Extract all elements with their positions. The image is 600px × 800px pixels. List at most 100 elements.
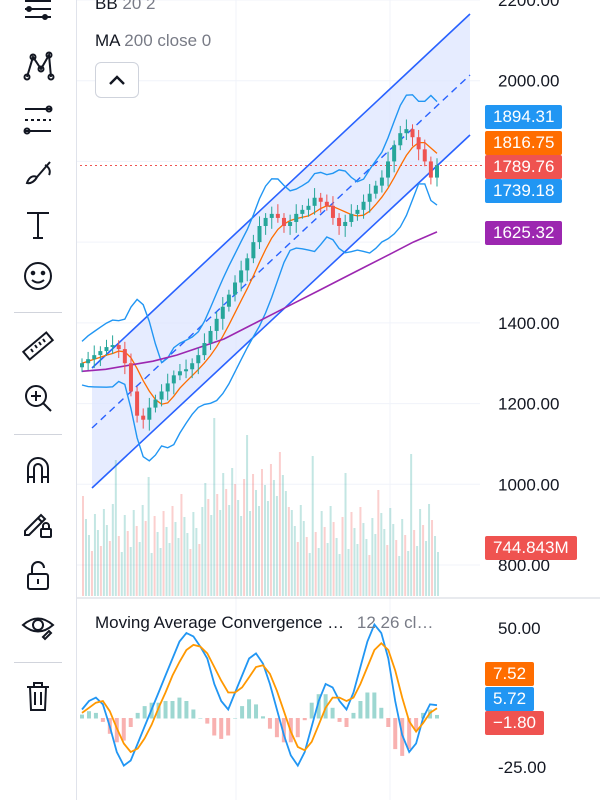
macd-histogram-bar (407, 718, 412, 750)
hide-drawings-button[interactable] (14, 606, 62, 646)
candle (288, 221, 293, 226)
candle (239, 270, 244, 283)
volume-bar (189, 549, 192, 596)
macd-histogram-bar (344, 718, 349, 727)
zoom-in-tool-button[interactable] (14, 378, 62, 418)
volume-bar (111, 504, 114, 596)
volume-bar (263, 485, 266, 596)
volume-bar (228, 505, 231, 596)
magnet-icon (27, 457, 49, 483)
macd-histogram-bar (309, 702, 314, 719)
ruler-tool-button[interactable] (14, 326, 62, 366)
candle (386, 161, 391, 178)
candle (318, 197, 323, 202)
bb-upper-band (81, 94, 438, 364)
macd-histogram-bar (254, 704, 259, 719)
lock-drawings-button[interactable] (14, 502, 62, 542)
macd-histogram-bar (302, 718, 307, 721)
macd-legend[interactable]: Moving Average Convergence … 12 26 cl… (95, 613, 433, 633)
volume-bar (422, 525, 425, 596)
price-axis-label: 1200.00 (498, 395, 559, 414)
fib-tool-button[interactable] (14, 100, 62, 140)
candle (373, 185, 378, 194)
macd-histogram-bar (386, 718, 391, 727)
candle (92, 355, 97, 360)
chevron-up-icon (109, 75, 125, 85)
volume-bar (416, 546, 419, 596)
brush-tool-button[interactable] (14, 152, 62, 192)
volume-bar (398, 556, 401, 596)
unlock-icon (27, 561, 49, 590)
bb-params: 20 2 (122, 0, 156, 13)
macd-histogram-bar (330, 707, 335, 719)
volume-bar (356, 544, 359, 596)
price-axis-label: 800.00 (498, 556, 550, 575)
volume-tag: 744.843M (485, 536, 577, 560)
emoji-tool-button[interactable] (14, 256, 62, 296)
volume-bar (162, 511, 165, 596)
volume-bar (132, 510, 135, 596)
magnet-tool-button[interactable] (14, 450, 62, 490)
candle (428, 161, 433, 178)
macd-histogram-bar (163, 701, 168, 719)
candle (349, 213, 354, 222)
histogram-value-tag: −1.80 (485, 711, 545, 735)
remove-drawings-button[interactable] (14, 676, 62, 716)
toolbar-divider (14, 434, 62, 435)
candle (269, 213, 274, 218)
volume-bar (114, 460, 117, 596)
candle (392, 145, 397, 162)
volume-bar (317, 548, 320, 596)
price-axis-label: 2000.00 (498, 72, 559, 91)
volume-bar (96, 530, 99, 596)
volume-bar (225, 489, 228, 596)
macd-histogram-bar (233, 718, 238, 719)
volume-bar (105, 525, 108, 596)
macd-histogram-bar (177, 697, 182, 719)
candle (245, 258, 250, 271)
candle (398, 133, 403, 146)
macd-histogram-bar (219, 718, 224, 739)
unlock-button[interactable] (14, 556, 62, 596)
macd-line (81, 622, 438, 768)
candle (208, 330, 213, 344)
last-price-tag: 1789.76 (485, 155, 563, 179)
drawing-toolbar (0, 0, 77, 800)
bb-legend[interactable]: BB 20 2 (95, 0, 156, 14)
volume-bar (177, 538, 180, 596)
channel-upper-line (91, 13, 471, 369)
volume-bar (249, 511, 252, 596)
brush-icon (25, 161, 51, 185)
volume-bar (302, 521, 305, 596)
volume-bar (437, 552, 439, 596)
volume-bar (201, 507, 204, 596)
candle (281, 217, 286, 226)
volume-bar (386, 545, 389, 596)
volume-bar (413, 530, 416, 596)
volume-bar (383, 529, 386, 596)
volume-bar (192, 512, 195, 596)
text-tool-button[interactable] (14, 205, 62, 245)
macd-histogram-bar (247, 699, 252, 719)
volume-bar (314, 532, 317, 596)
candle (184, 369, 189, 372)
macd-axis-label: -25.00 (498, 758, 546, 777)
lines-tool-button[interactable] (14, 0, 62, 34)
volume-bar (308, 553, 311, 596)
collapse-legend-button[interactable] (95, 62, 139, 98)
candle (171, 375, 176, 384)
candle (80, 363, 84, 368)
candle (275, 213, 280, 218)
volume-bar (258, 506, 261, 596)
volume-bar (234, 484, 237, 596)
volume-bar (389, 508, 392, 596)
pattern-tool-button[interactable] (14, 46, 62, 86)
ma-legend[interactable]: MA 200 close 0 (95, 31, 211, 51)
macd-histogram-bar (414, 718, 419, 731)
volume-bar (362, 523, 365, 596)
volume-bar (138, 542, 141, 596)
volume-bar (284, 491, 287, 596)
volume-bar (281, 475, 284, 596)
macd-histogram-bar (274, 718, 279, 738)
